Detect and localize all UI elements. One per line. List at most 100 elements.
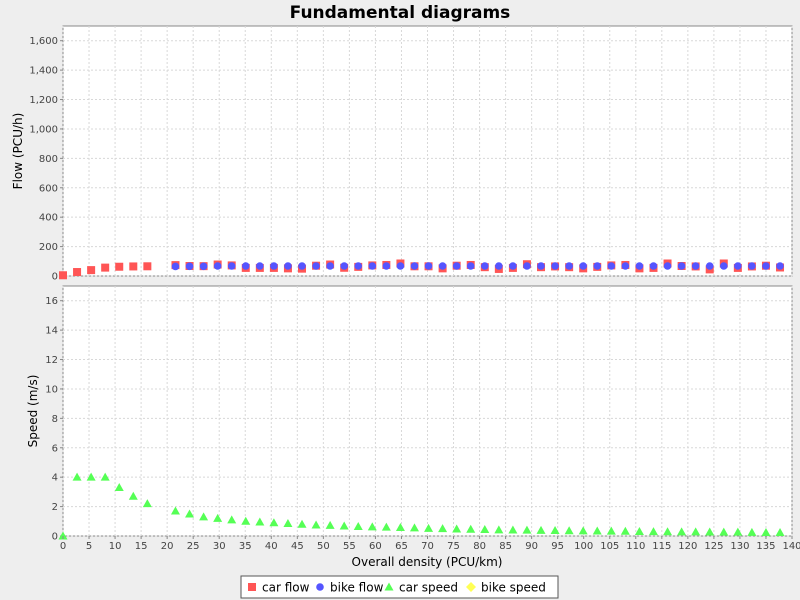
legend: car flow bike flow car speed bike speed: [240, 575, 559, 599]
x-tick-label: 75: [447, 541, 460, 552]
y-tick-label: 1,600: [29, 36, 58, 47]
car-flow-point: [115, 262, 124, 271]
legend-item-car-flow: car flow: [248, 581, 310, 595]
flow-axis-label: Flow (PCU/h): [11, 113, 25, 190]
flow-panel: 0 200 400 600 800 1,000 1,200 1,400 1,600: [29, 25, 793, 283]
car-flow-point: [101, 263, 110, 272]
x-tick-label: 25: [187, 541, 200, 552]
x-tick-label: 105: [600, 541, 619, 552]
car-speed-point: [550, 526, 560, 535]
car-speed-point: [648, 527, 658, 536]
bike-flow-point: [452, 262, 461, 270]
bike-flow-point: [776, 262, 784, 270]
legend-box: [240, 575, 559, 599]
x-tick-label: 95: [551, 541, 564, 552]
chart-title: Fundamental diagrams: [290, 3, 511, 23]
x-axis-label: Overall density (PCU/km): [352, 555, 503, 569]
car-speed-point: [114, 482, 124, 491]
car-speed-point: [620, 526, 630, 535]
x-tick-label: 5: [86, 541, 92, 552]
bike-flow-point: [705, 262, 714, 270]
bike-flow-point: [734, 262, 742, 270]
car-speed-point: [663, 527, 673, 536]
car-flow-point: [129, 262, 138, 271]
x-tick-label: 70: [421, 541, 434, 552]
legend-label: car speed: [399, 581, 458, 595]
car-speed-point: [395, 522, 405, 531]
speed-panel: 0 2 4 6 8 10 12 14 16 0 5 10 15 20 25 30 35 40 45 50 55 60 65 7…: [45, 285, 800, 552]
bike-flow-point: [382, 262, 391, 270]
car-speed-point: [705, 527, 715, 536]
bike-flow-point: [607, 262, 616, 270]
car-speed-point: [311, 520, 321, 529]
bike-flow-point: [438, 262, 447, 270]
x-tick-label: 20: [161, 541, 174, 552]
car-speed-point: [227, 515, 237, 524]
bike-flow-point: [635, 262, 644, 270]
car-speed-point: [606, 526, 616, 535]
y-tick-label: 16: [45, 296, 58, 307]
bike-flow-point: [677, 262, 686, 270]
bike-flow-point: [523, 262, 531, 270]
car-speed-point: [438, 524, 448, 533]
car-speed-point: [536, 525, 546, 534]
car-speed-point: [185, 509, 195, 518]
bike-flow-point: [424, 262, 433, 270]
bike-flow-point: [593, 262, 602, 270]
x-tick-label: 35: [239, 541, 252, 552]
car-speed-point: [100, 472, 110, 481]
bike-flow-point: [326, 262, 334, 270]
y-tick-label: 1,400: [29, 66, 58, 77]
legend-label: car flow: [262, 581, 310, 595]
x-tick-label: 80: [473, 541, 486, 552]
legend-label: bike speed: [481, 581, 546, 595]
bike-flow-point: [368, 262, 377, 270]
car-speed-point: [409, 523, 419, 532]
bike-flow-point: [509, 262, 517, 270]
bike-flow-point: [719, 262, 728, 270]
x-tick-label: 10: [109, 541, 122, 552]
y-tick-label: 8: [52, 414, 58, 425]
bike-flow-point: [171, 262, 180, 271]
car-speed-point: [761, 527, 771, 536]
y-tick-label: 10: [45, 384, 58, 395]
y-tick-label: 14: [45, 326, 58, 337]
car-speed-point: [142, 499, 152, 508]
car-flow-point: [73, 268, 82, 277]
y-tick-label: 400: [39, 213, 58, 224]
x-tick-label: 55: [343, 541, 356, 552]
car-speed-point: [578, 526, 588, 535]
bike-flow-point: [213, 262, 222, 270]
x-tick-label: 50: [317, 541, 330, 552]
bike-flow-point: [354, 262, 363, 270]
car-speed-point: [255, 517, 265, 526]
bike-flow-point: [410, 262, 419, 270]
car-speed-point: [747, 527, 757, 536]
car-speed-point: [522, 525, 532, 534]
x-tick-label: 40: [265, 541, 278, 552]
car-speed-point: [719, 527, 729, 536]
y-tick-label: 4: [52, 473, 58, 484]
car-speed-point: [691, 527, 701, 536]
legend-item-bike-speed: bike speed: [466, 581, 546, 595]
bike-flow-point: [256, 262, 264, 270]
car-speed-point: [733, 527, 743, 536]
bike-flow-point: [340, 262, 348, 270]
bike-flow-point: [762, 262, 770, 270]
y-tick-label: 6: [52, 443, 58, 454]
car-speed-point: [297, 519, 307, 528]
x-tick-label: 125: [704, 541, 723, 552]
y-tick-label: 0: [52, 272, 58, 283]
bike-flow-point: [199, 262, 208, 271]
legend-marker-triangle: [384, 582, 394, 591]
bike-flow-point: [495, 262, 503, 270]
legend-marker-circle: [316, 583, 324, 591]
x-tick-label: 65: [395, 541, 408, 552]
x-tick-label: 120: [678, 541, 697, 552]
car-speed-point: [424, 523, 434, 532]
legend-item-bike-flow: bike flow: [316, 581, 384, 595]
x-tick-label: 15: [135, 541, 148, 552]
car-speed-point: [325, 520, 335, 529]
x-tick-label: 130: [730, 541, 749, 552]
